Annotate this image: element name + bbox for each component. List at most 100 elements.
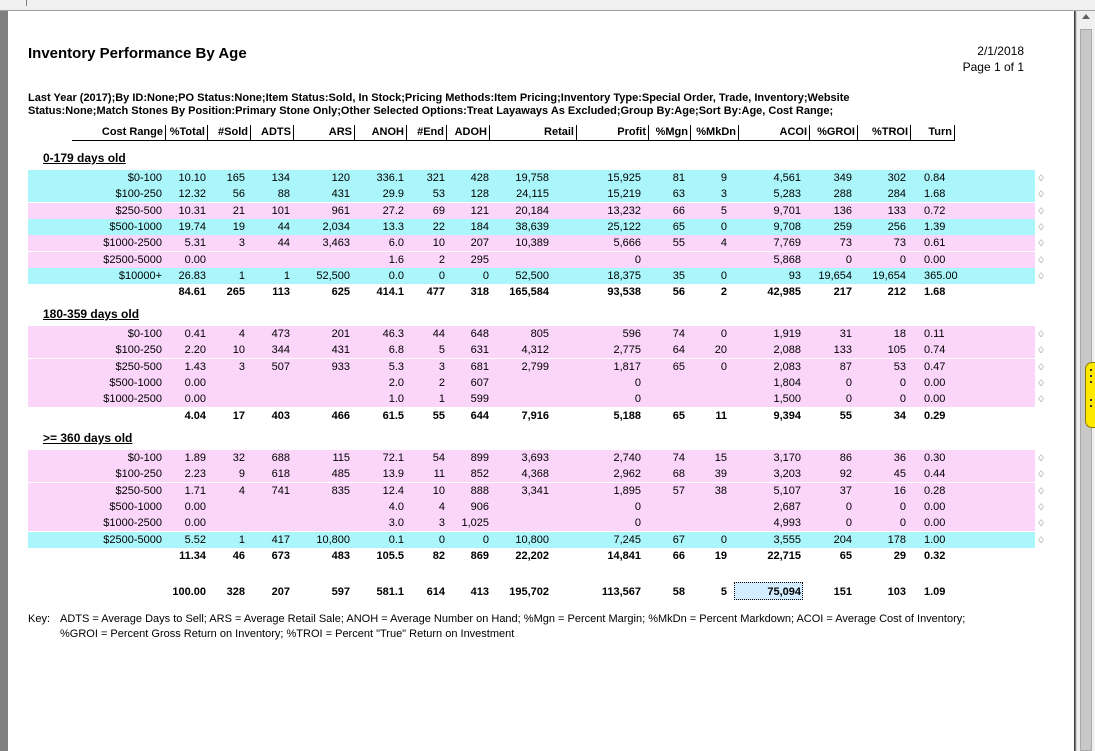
cell-retail: 3,693: [521, 452, 549, 464]
selected-cell-highlight[interactable]: [734, 582, 803, 600]
diamond-ring-icon[interactable]: ♢: [1036, 329, 1046, 339]
cell-end: 44: [432, 328, 445, 340]
diamond-ring-icon[interactable]: ♢: [1036, 361, 1046, 372]
cell-acoi: 4,561: [773, 172, 801, 184]
report-title: Inventory Performance By Age: [28, 45, 247, 62]
section-heading: 0-179 days old: [43, 151, 126, 165]
cell-adoh: 644: [470, 409, 489, 422]
diamond-ring-icon[interactable]: ♢: [1036, 221, 1046, 232]
side-panel-tab[interactable]: [1085, 362, 1095, 428]
diamond-ring-icon[interactable]: ♢: [1036, 394, 1046, 405]
cell-adts: 688: [271, 452, 290, 464]
cell-troi: 0: [899, 253, 906, 266]
cell-total: 0.41: [184, 328, 206, 340]
cell-acoi: 2,083: [773, 360, 801, 373]
cell-acoi: 3,170: [773, 452, 801, 464]
cell-adoh: 428: [470, 172, 489, 184]
cell-retail: 4,312: [521, 344, 549, 357]
cell-end: 2: [438, 253, 445, 266]
diamond-ring-icon[interactable]: ♢: [1036, 270, 1046, 281]
cell-turn: 1.00: [924, 533, 946, 546]
cell-profit: 113,567: [601, 586, 641, 598]
diamond-ring-icon[interactable]: ♢: [1036, 485, 1046, 496]
diamond-ring-icon[interactable]: ♢: [1036, 345, 1046, 356]
cell-total: 10.31: [178, 204, 206, 217]
cell-mgn: 57: [672, 484, 685, 497]
cell-profit: 13,232: [607, 204, 641, 217]
cell-troi: 302: [887, 172, 906, 184]
diamond-ring-icon[interactable]: ♢: [1036, 238, 1046, 249]
cell-acoi: 5,107: [773, 484, 801, 497]
cell-mkdn: 3: [720, 188, 727, 201]
cell-ars: 201: [331, 328, 350, 340]
cell-ars: 835: [331, 484, 350, 497]
cell-adoh: 128: [470, 188, 489, 201]
cell-retail: 38,639: [515, 220, 549, 233]
cell-groi: 73: [839, 237, 852, 250]
cell-anoh: 12.4: [382, 484, 404, 497]
cell-ars: 933: [331, 360, 350, 373]
diamond-ring-icon[interactable]: ♢: [1036, 189, 1046, 200]
cell-mkdn: 0: [720, 220, 727, 233]
cell-groi: 65: [839, 549, 852, 562]
cell-retail: 22,202: [515, 549, 549, 562]
cell-anoh: 46.3: [382, 328, 404, 340]
cell-mgn: 63: [672, 188, 685, 201]
key-line-1: ADTS = Average Days to Sell; ARS = Avera…: [60, 613, 966, 625]
cell-end: 69: [432, 204, 445, 217]
cell-sold: 9: [238, 468, 245, 481]
diamond-ring-icon[interactable]: ♢: [1036, 501, 1046, 512]
cell-groi: 349: [833, 172, 852, 184]
cell-cost-range: $0-100: [127, 452, 162, 464]
diamond-ring-icon[interactable]: ♢: [1036, 205, 1046, 216]
cell-adoh: 121: [470, 204, 489, 217]
cell-troi: 18: [893, 328, 906, 340]
column-header-profit: Profit: [577, 125, 649, 141]
diamond-ring-icon[interactable]: ♢: [1036, 469, 1046, 480]
cell-mkdn: 5: [720, 586, 727, 598]
diamond-ring-icon[interactable]: ♢: [1036, 254, 1046, 265]
cell-adoh: 207: [470, 237, 489, 250]
cell-end: 4: [438, 500, 445, 513]
cell-retail: 3,341: [521, 484, 549, 497]
cell-troi: 103: [887, 586, 906, 598]
cell-ars: 597: [331, 586, 350, 598]
cell-groi: 151: [833, 586, 852, 598]
cell-profit: 25,122: [607, 220, 641, 233]
diamond-ring-icon[interactable]: ♢: [1036, 173, 1046, 183]
cell-ars: 115: [332, 452, 350, 464]
cell-total: 5.31: [184, 237, 206, 250]
cell-acoi: 3,555: [773, 533, 801, 546]
cell-ars: 120: [331, 172, 350, 184]
cell-anoh: 27.2: [382, 204, 404, 217]
subtotal-row: 11.34 46 673 483 105.5 82 869 22,202 14,841 66 19 2…: [28, 548, 1035, 564]
scroll-up-icon[interactable]: [1082, 14, 1090, 19]
diamond-ring-icon[interactable]: ♢: [1036, 453, 1046, 463]
cell-anoh: 5.3: [388, 360, 404, 373]
cell-acoi: 1,500: [773, 393, 801, 406]
key-line-2: %GROI = Percent Gross Return on Inventor…: [60, 628, 515, 640]
cell-profit: 15,219: [607, 188, 641, 201]
cell-end: 477: [426, 286, 445, 299]
cell-profit: 0: [634, 253, 641, 266]
cell-groi: 204: [833, 533, 852, 546]
cell-sold: 21: [232, 204, 245, 217]
table-row: $2500-5000 0.00 1.6 2 295 0 5,868 0 0 0.00: [28, 251, 1035, 268]
cell-mkdn: 20: [714, 344, 727, 357]
cell-end: 55: [432, 409, 445, 422]
cell-ars: 52,500: [316, 269, 350, 282]
cell-adts: 1: [283, 269, 290, 282]
cell-anoh: 414.1: [376, 286, 404, 299]
diamond-ring-icon[interactable]: ♢: [1036, 534, 1046, 545]
key-label: Key:: [28, 613, 51, 625]
cell-mgn: 74: [672, 328, 685, 340]
diamond-ring-icon[interactable]: ♢: [1036, 518, 1046, 529]
diamond-ring-icon[interactable]: ♢: [1036, 377, 1046, 388]
cell-sold: 1: [238, 269, 245, 282]
cell-acoi: 1,804: [773, 376, 801, 389]
section-heading: >= 360 days old: [43, 431, 133, 445]
cell-mkdn: 5: [720, 204, 727, 217]
cell-sold: 3: [238, 360, 245, 373]
cell-adoh: 869: [470, 549, 489, 562]
cell-mgn: 64: [672, 344, 685, 357]
